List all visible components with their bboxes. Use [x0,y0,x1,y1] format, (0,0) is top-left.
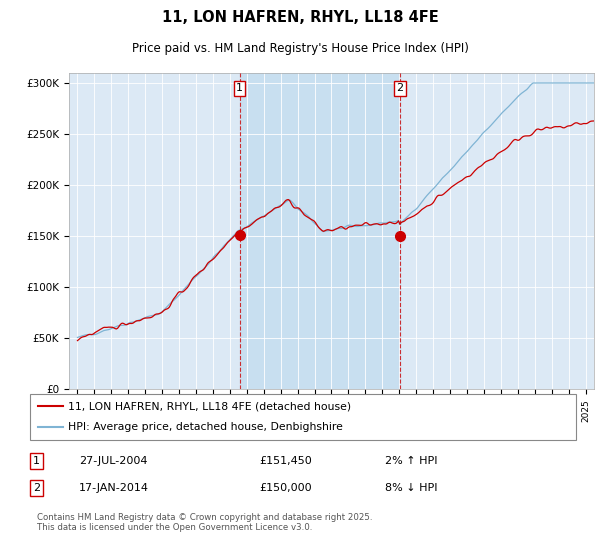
Text: 1: 1 [236,83,243,93]
Text: HPI: Average price, detached house, Denbighshire: HPI: Average price, detached house, Denb… [68,422,343,432]
Text: 2: 2 [397,83,403,93]
FancyBboxPatch shape [30,394,576,440]
Text: 27-JUL-2004: 27-JUL-2004 [79,456,148,466]
Text: 11, LON HAFREN, RHYL, LL18 4FE: 11, LON HAFREN, RHYL, LL18 4FE [161,10,439,25]
Text: 17-JAN-2014: 17-JAN-2014 [79,483,149,493]
Text: 1: 1 [33,456,40,466]
Text: 11, LON HAFREN, RHYL, LL18 4FE (detached house): 11, LON HAFREN, RHYL, LL18 4FE (detached… [68,401,352,411]
Text: Contains HM Land Registry data © Crown copyright and database right 2025.
This d: Contains HM Land Registry data © Crown c… [37,513,372,532]
Text: 8% ↓ HPI: 8% ↓ HPI [385,483,437,493]
Text: £151,450: £151,450 [259,456,312,466]
Text: £150,000: £150,000 [259,483,312,493]
Bar [239,73,400,389]
Text: Price paid vs. HM Land Registry's House Price Index (HPI): Price paid vs. HM Land Registry's House … [131,41,469,55]
Text: 2: 2 [33,483,40,493]
Text: 2% ↑ HPI: 2% ↑ HPI [385,456,437,466]
